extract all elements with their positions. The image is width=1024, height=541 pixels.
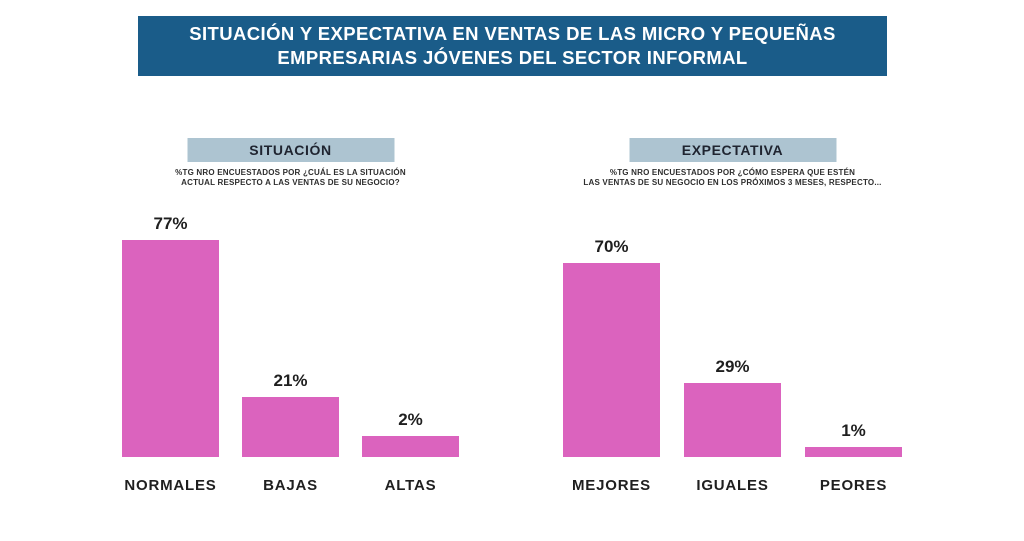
category-label: NORMALES bbox=[124, 477, 217, 494]
bar bbox=[563, 263, 660, 457]
bar-column: 29% bbox=[684, 357, 781, 457]
category-label: IGUALES bbox=[696, 477, 769, 494]
bar-value-label: 2% bbox=[398, 410, 423, 429]
category-row: NORMALES BAJAS ALTAS bbox=[122, 477, 459, 494]
bar-value-label: 1% bbox=[841, 421, 866, 440]
bar bbox=[684, 383, 781, 457]
chart-subtitle-line-2: LAS VENTAS DE SU NEGOCIO EN LOS PRÓXIMOS… bbox=[583, 178, 882, 187]
plot-area: 70% 29% 1% bbox=[563, 200, 902, 457]
bar-value-label: 70% bbox=[594, 237, 629, 256]
category-label: ALTAS bbox=[384, 477, 437, 494]
category-label: BAJAS bbox=[263, 477, 318, 494]
bar-column: 21% bbox=[242, 371, 339, 457]
bar bbox=[362, 436, 459, 457]
chart-title: SITUACIÓN bbox=[249, 142, 332, 158]
category-label: PEORES bbox=[819, 477, 888, 494]
bar-value-label: 29% bbox=[715, 357, 750, 376]
bar bbox=[805, 447, 902, 457]
title-banner: SITUACIÓN Y EXPECTATIVA EN VENTAS DE LAS… bbox=[138, 16, 887, 76]
chart-subtitle-line-2: ACTUAL RESPECTO A LAS VENTAS DE SU NEGOC… bbox=[181, 178, 400, 187]
bar bbox=[122, 240, 219, 457]
bar bbox=[242, 397, 339, 457]
main-title-line-2: EMPRESARIAS JÓVENES DEL SECTOR INFORMAL bbox=[277, 47, 748, 68]
bar-column: 70% bbox=[563, 237, 660, 457]
plot-area: 77% 21% 2% bbox=[122, 200, 459, 457]
bar-value-label: 21% bbox=[273, 371, 308, 390]
chart-subtitle: %TG NRO ENCUESTADOS POR ¿CÓMO ESPERA QUE… bbox=[553, 168, 913, 188]
chart-subtitle-line-1: %TG NRO ENCUESTADOS POR ¿CÓMO ESPERA QUE… bbox=[609, 168, 856, 177]
chart-expectativa: EXPECTATIVA %TG NRO ENCUESTADOS POR ¿CÓM… bbox=[563, 0, 902, 541]
chart-subtitle-line-1: %TG NRO ENCUESTADOS POR ¿CUÁL ES LA SITU… bbox=[175, 168, 406, 177]
bar-column: 2% bbox=[362, 410, 459, 457]
chart-situacion: SITUACIÓN %TG NRO ENCUESTADOS POR ¿CUÁL … bbox=[122, 0, 459, 541]
category-label: MEJORES bbox=[572, 477, 651, 494]
bar-value-label: 77% bbox=[153, 214, 188, 233]
bar-column: 1% bbox=[805, 421, 902, 457]
chart-header-box-situacion: SITUACIÓN bbox=[187, 138, 394, 162]
chart-title: EXPECTATIVA bbox=[681, 142, 784, 158]
chart-header-box-expectativa: EXPECTATIVA bbox=[629, 138, 836, 162]
category-row: MEJORES IGUALES PEORES bbox=[563, 477, 902, 494]
main-title-line-1: SITUACIÓN Y EXPECTATIVA EN VENTAS DE LAS… bbox=[189, 23, 836, 44]
bar-column: 77% bbox=[122, 214, 219, 457]
chart-subtitle: %TG NRO ENCUESTADOS POR ¿CUÁL ES LA SITU… bbox=[111, 168, 471, 188]
